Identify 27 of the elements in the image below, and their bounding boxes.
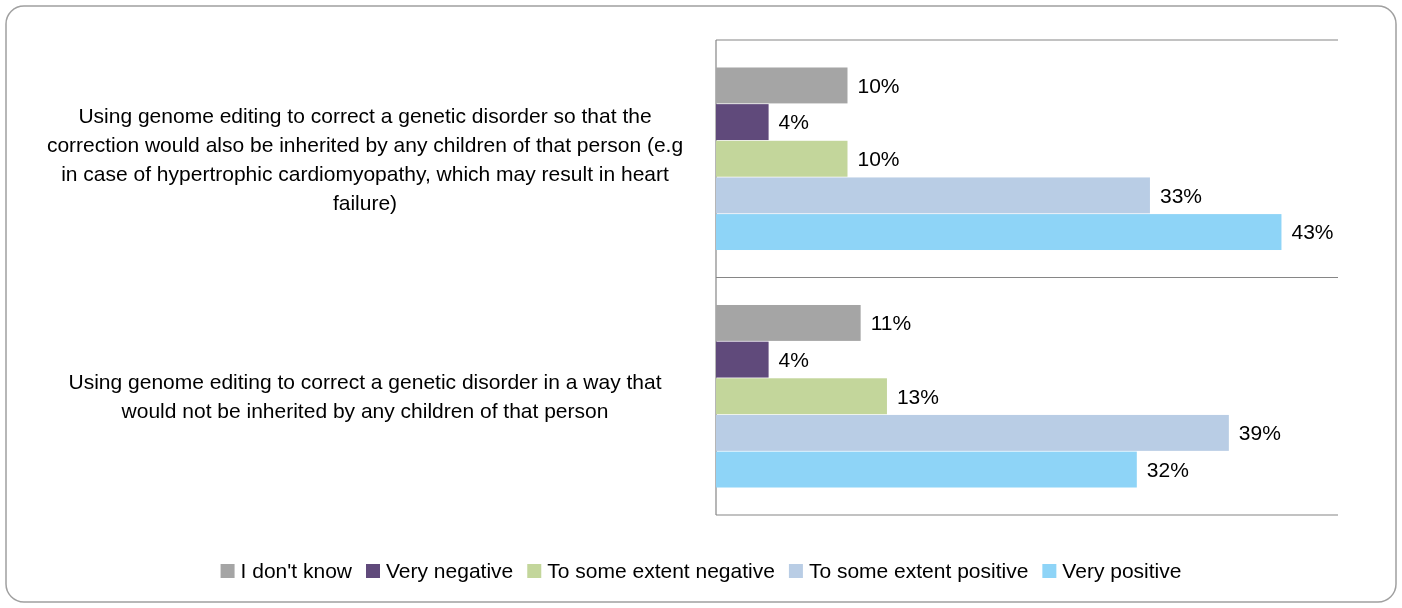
bar (716, 304, 861, 341)
data-label: 32% (1146, 457, 1189, 481)
y-tick-label: Using genome editing to correct a genetic disorder in a way that would not be inherited by any children of that person (68, 370, 662, 423)
data-label: 4% (778, 110, 809, 134)
bar (716, 214, 1282, 251)
data-label: 11% (870, 311, 912, 335)
data-label: 10% (857, 73, 900, 97)
bar (716, 67, 848, 104)
bar (716, 104, 769, 141)
bar (716, 341, 769, 378)
bar (716, 414, 1229, 451)
legend-label: Very positive (1062, 559, 1182, 583)
legend-label: Very negative (386, 559, 514, 583)
y-tick-label: Using genome editing to correct a genetic disorder so that the correction would also be inherited by any children of that person (e.g in case of hypertrophic cardiomyopathy, which may result in heart failure) (46, 103, 684, 214)
data-label: 13% (896, 384, 939, 408)
data-label: 39% (1238, 421, 1281, 445)
bar (716, 140, 848, 177)
legend-label: I don't know (240, 559, 353, 583)
bar (716, 177, 1150, 214)
legend-label: To some extent negative (547, 559, 775, 583)
bar (716, 451, 1137, 488)
data-label: 10% (857, 147, 900, 171)
data-label: 33% (1159, 183, 1202, 207)
legend-label: To some extent positive (808, 559, 1029, 583)
data-label: 43% (1291, 220, 1334, 244)
bar (716, 378, 887, 415)
data-label: 4% (778, 347, 809, 371)
